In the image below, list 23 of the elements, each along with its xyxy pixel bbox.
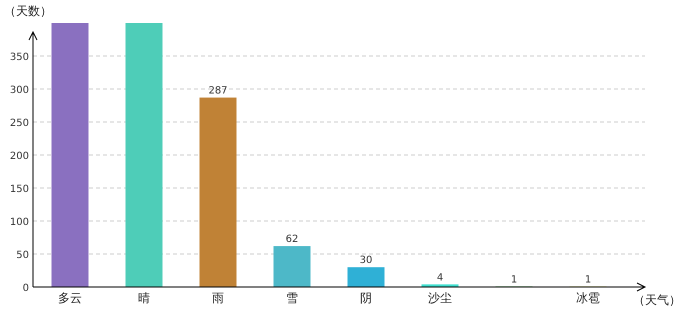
x-tick-label: 多云 (58, 291, 82, 305)
y-tick-label: 50 (16, 250, 29, 261)
x-tick-label: 晴 (138, 291, 150, 305)
data-label: 4 (436, 272, 444, 284)
data-label: 287 (208, 86, 228, 97)
x-tick-label: 沙尘 (428, 291, 452, 305)
y-tick-label: 100 (10, 217, 29, 228)
y-tick-label: 350 (10, 52, 29, 63)
x-tick-label: 冰雹 (576, 291, 600, 305)
y-tick-label: 300 (10, 85, 29, 96)
y-tick-label: 150 (10, 184, 29, 195)
data-label: 1 (510, 274, 518, 286)
data-label: 62 (286, 234, 298, 246)
x-tick-label: 雪 (286, 291, 298, 305)
data-label: 1 (584, 274, 592, 286)
y-tick-label: 200 (10, 151, 29, 162)
y-tick-label: 250 (10, 118, 29, 129)
data-label: 30 (360, 255, 372, 266)
y-axis-title: （天数） (4, 4, 52, 18)
x-tick-label: 雨 (212, 291, 224, 305)
x-axis-title: （天气） (633, 293, 680, 307)
y-tick-label: 0 (22, 283, 29, 294)
x-tick-label: 阴 (360, 291, 372, 305)
